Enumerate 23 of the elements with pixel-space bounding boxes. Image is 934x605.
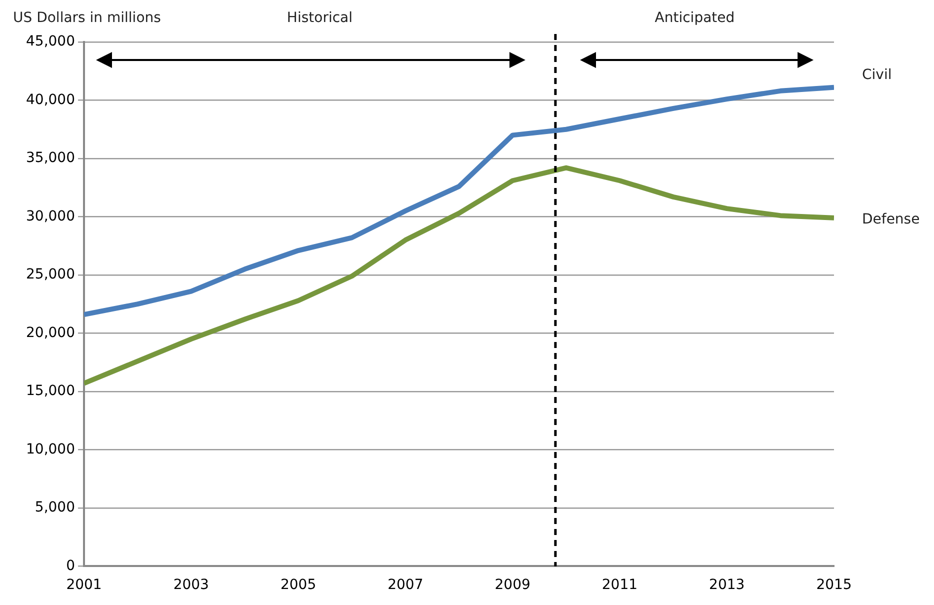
y-tick-label: 35,000 xyxy=(26,150,75,166)
y-tick-label: 20,000 xyxy=(26,324,75,341)
x-tick-label: 2009 xyxy=(494,577,530,594)
text: Anticipated xyxy=(654,10,735,26)
x-tick-label: 2007 xyxy=(388,577,424,594)
x-tick-label: 2005 xyxy=(280,577,316,594)
y-tick-label: 25,000 xyxy=(26,266,75,283)
y-tick-label: 40,000 xyxy=(26,92,75,108)
x-tick-label: 2011 xyxy=(602,577,638,594)
text: Civil xyxy=(862,67,892,84)
y-axis-title: US Dollars in millions xyxy=(13,10,161,26)
x-tick-label: 2001 xyxy=(66,577,102,594)
x-tick-label: 2015 xyxy=(816,577,852,594)
text: Defense xyxy=(862,212,920,228)
x-tick-label: 2003 xyxy=(173,577,209,594)
y-tick-label: 30,000 xyxy=(26,208,75,224)
x-tick-label: 2013 xyxy=(709,577,745,594)
y-tick-label: 0 xyxy=(66,558,75,574)
y-tick-label: 45,000 xyxy=(26,34,75,50)
y-tick-label: 15,000 xyxy=(26,383,75,400)
y-tick-label: 5,000 xyxy=(34,500,75,516)
text: Historical xyxy=(286,10,353,26)
y-tick-label: 10,000 xyxy=(26,441,75,458)
